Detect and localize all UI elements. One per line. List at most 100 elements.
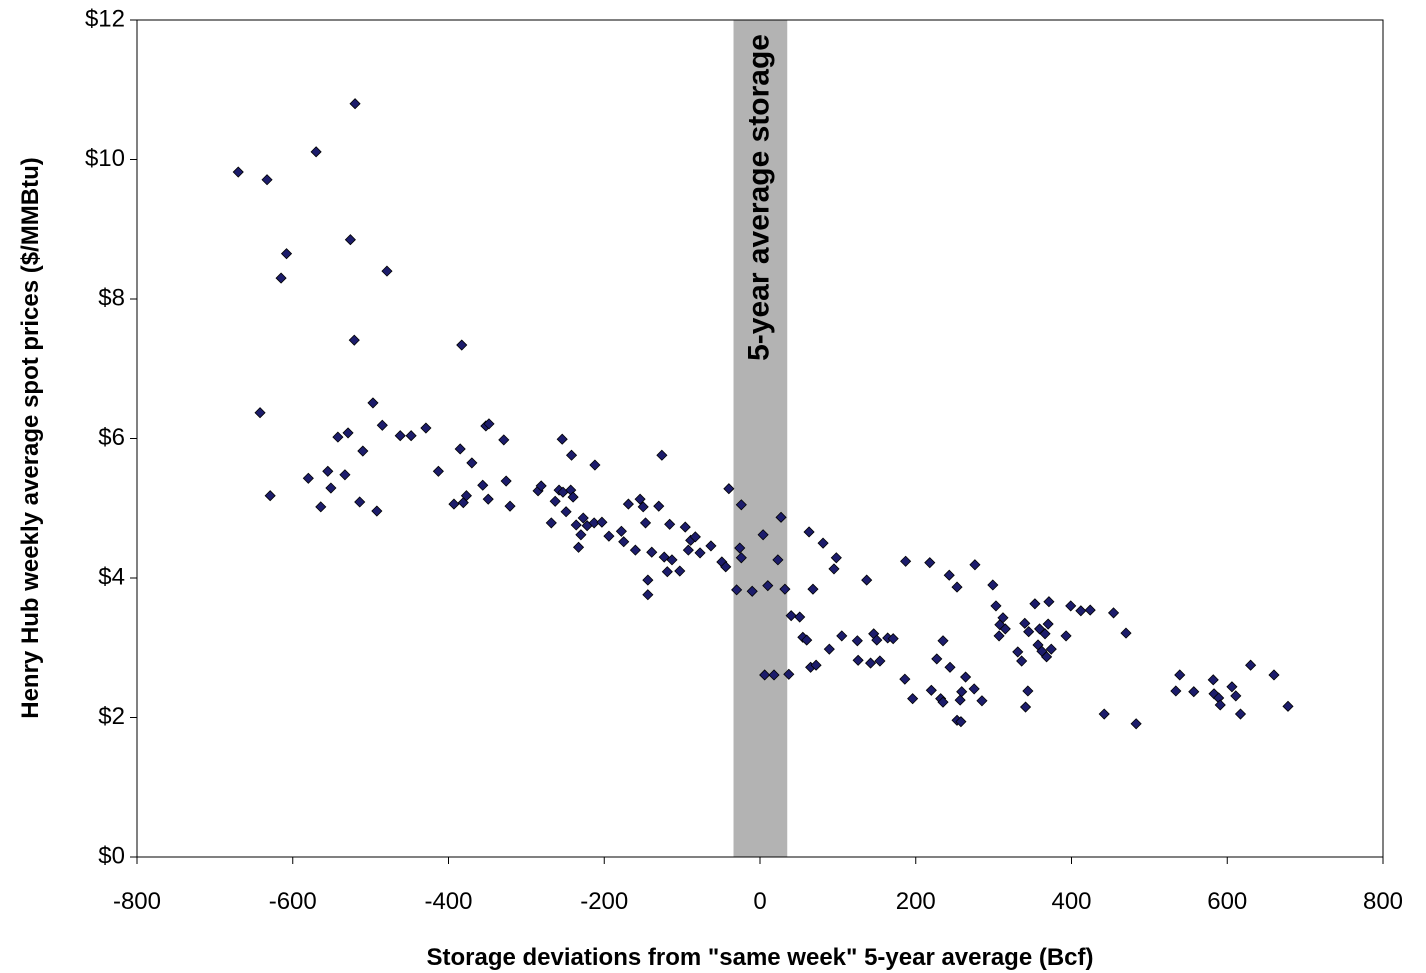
point: [357, 445, 369, 457]
point: [310, 146, 322, 158]
point: [261, 174, 273, 186]
point: [689, 531, 701, 543]
point: [376, 419, 388, 431]
point: [762, 580, 774, 592]
point: [1214, 699, 1226, 711]
point: [723, 483, 735, 495]
point: [720, 561, 732, 573]
x-tick-label: -200: [580, 888, 628, 915]
point: [448, 498, 460, 510]
point: [993, 630, 1005, 642]
point: [656, 449, 668, 461]
point: [734, 542, 746, 554]
point: [874, 655, 886, 667]
point: [705, 540, 717, 552]
point: [577, 512, 589, 524]
point: [1023, 626, 1035, 638]
point: [783, 668, 795, 680]
x-tick-label: 0: [753, 888, 766, 915]
point: [865, 657, 877, 669]
point: [565, 449, 578, 461]
point: [828, 563, 840, 575]
point: [955, 716, 967, 728]
point: [504, 500, 516, 512]
point: [482, 493, 494, 505]
point: [999, 623, 1011, 635]
point: [348, 334, 360, 346]
point: [694, 547, 706, 559]
point: [466, 457, 478, 469]
point: [937, 635, 949, 647]
point: [944, 661, 956, 673]
point: [1245, 659, 1257, 671]
point: [1084, 604, 1096, 616]
point: [332, 431, 344, 443]
point: [589, 459, 601, 471]
point: [1075, 605, 1087, 617]
y-tick-label: $6: [98, 424, 125, 451]
point: [817, 537, 829, 549]
point: [342, 427, 354, 439]
point: [615, 525, 627, 537]
point: [560, 506, 572, 518]
point: [807, 583, 819, 595]
point: [1012, 646, 1024, 658]
point: [483, 418, 495, 430]
y-tick-label: $10: [85, 145, 125, 172]
point: [570, 519, 582, 531]
point: [976, 695, 988, 707]
point: [344, 234, 356, 246]
point: [907, 693, 919, 705]
point: [679, 521, 691, 533]
point: [664, 518, 676, 530]
point: [899, 673, 911, 685]
y-tick-label: $8: [98, 284, 125, 311]
point: [794, 611, 806, 623]
point: [618, 536, 630, 548]
point: [1230, 690, 1242, 702]
point: [1045, 643, 1057, 655]
point: [575, 529, 587, 541]
point: [956, 686, 968, 698]
x-tick-label: 400: [1051, 888, 1091, 915]
x-tick-label: 600: [1207, 888, 1247, 915]
point: [556, 433, 568, 445]
point: [954, 694, 966, 706]
point: [823, 643, 835, 655]
point: [1041, 651, 1053, 663]
x-tick-label: -800: [113, 888, 161, 915]
point: [275, 272, 287, 284]
point: [1226, 681, 1238, 693]
point: [1130, 718, 1142, 730]
point: [900, 555, 912, 567]
point: [325, 482, 337, 494]
point: [861, 574, 873, 586]
point: [1029, 598, 1041, 610]
y-tick-label: $12: [85, 5, 125, 32]
point: [477, 479, 489, 491]
point: [1107, 607, 1120, 619]
point: [642, 589, 654, 601]
point: [1065, 600, 1077, 612]
point: [1042, 618, 1054, 630]
x-axis-label: Storage deviations from "same week" 5-ye…: [426, 944, 1093, 971]
point: [1188, 686, 1200, 698]
point: [851, 635, 863, 647]
point: [280, 248, 293, 260]
point: [634, 493, 646, 505]
point: [772, 554, 784, 566]
point: [1282, 700, 1294, 712]
point: [1016, 655, 1028, 667]
point: [658, 551, 670, 563]
x-tick-label: 800: [1363, 888, 1403, 915]
point: [990, 600, 1002, 612]
point: [887, 633, 899, 645]
point: [637, 501, 649, 513]
y-tick-label: $0: [98, 842, 125, 869]
point: [1043, 596, 1055, 608]
point: [1019, 701, 1032, 713]
point: [775, 511, 787, 523]
point: [498, 434, 510, 446]
point: [367, 397, 379, 409]
